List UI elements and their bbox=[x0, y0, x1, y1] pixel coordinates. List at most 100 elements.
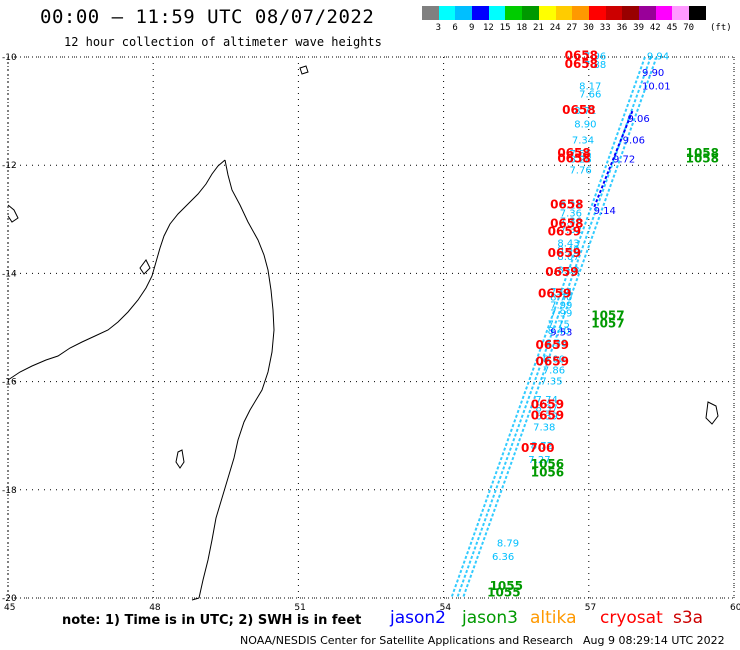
legend-swatch bbox=[605, 6, 623, 20]
swh-label: 7.75 bbox=[548, 320, 570, 331]
time-label: 0700 bbox=[521, 441, 554, 455]
legend-swatch bbox=[672, 6, 689, 20]
swh-label: 7.94 bbox=[550, 287, 572, 298]
legend-swatch bbox=[655, 6, 673, 20]
legend-swatch bbox=[689, 6, 706, 20]
time-label: 0659 bbox=[548, 246, 581, 260]
legend-label: 33 bbox=[599, 23, 611, 33]
legend-swatch bbox=[522, 6, 539, 20]
footer-note: note: 1) Time is in UTC; 2) SWH is in fe… bbox=[62, 613, 362, 628]
swh-label: 9.06 bbox=[628, 114, 650, 125]
lat-label: -18 bbox=[2, 486, 17, 496]
swh-label: 8.43 bbox=[557, 238, 579, 249]
swh-label: 7.99 bbox=[550, 309, 572, 320]
island-outline bbox=[175, 449, 185, 469]
time-label: 0658 bbox=[557, 146, 590, 160]
swh-label: 8.28 bbox=[569, 154, 591, 165]
satellite-cryosat: cryosat bbox=[600, 608, 663, 628]
coastline-west bbox=[7, 204, 19, 223]
swh-label: 8.37 bbox=[536, 403, 558, 414]
swh-label: 8.21 bbox=[560, 200, 582, 211]
time-label: 1055 bbox=[487, 585, 520, 599]
legend-swatch bbox=[588, 6, 606, 20]
legend-label: 39 bbox=[633, 23, 645, 33]
time-labels: 0658065806580658065806580658065906590659… bbox=[487, 49, 719, 600]
swh-label: 9.06 bbox=[623, 136, 645, 147]
swh-label: 7.96 bbox=[584, 52, 606, 63]
track-line-high bbox=[592, 110, 634, 209]
swh-label: 7.66 bbox=[579, 90, 601, 101]
legend-label: 36 bbox=[616, 23, 628, 33]
swh-label: 8.17 bbox=[579, 81, 601, 92]
island-outline bbox=[299, 65, 309, 75]
swh-label: 7.36 bbox=[560, 209, 582, 220]
track-line bbox=[456, 56, 652, 599]
time-label: 1057 bbox=[591, 308, 624, 322]
lon-label: 48 bbox=[149, 603, 161, 613]
swh-label: 7.55 bbox=[569, 149, 591, 160]
time-label: 1058 bbox=[686, 146, 719, 160]
legend-swatches bbox=[422, 6, 706, 20]
legend-swatch bbox=[505, 6, 523, 20]
swh-label: 8.03 bbox=[557, 265, 579, 276]
footer-timestamp: Aug 9 08:29:14 UTC 2022 bbox=[583, 634, 725, 647]
lon-label: 60 bbox=[730, 603, 740, 613]
swh-label: 7.99 bbox=[550, 301, 572, 312]
lat-label: -20 bbox=[2, 594, 17, 604]
swh-label: 8.40 bbox=[557, 245, 579, 256]
satellite-s3a: s3a bbox=[673, 608, 704, 628]
track-line bbox=[450, 56, 646, 599]
time-label: 0658 bbox=[562, 103, 595, 117]
swh-label: 7.35 bbox=[540, 376, 562, 387]
swh-label: 6.36 bbox=[492, 552, 514, 563]
swh-label: 7.27 bbox=[528, 455, 550, 466]
legend-label: 24 bbox=[549, 23, 561, 33]
swh-labels: 7.967.88 8.177.66 8.71 8.90 7.34 7.558.287.76… bbox=[492, 52, 671, 563]
legend-swatch bbox=[455, 6, 473, 20]
swh-label: 7.38 bbox=[533, 422, 555, 433]
swh-label: 8.40 bbox=[548, 326, 570, 337]
swh-label: 6.39 bbox=[536, 411, 558, 422]
swh-label: 8.71 bbox=[574, 106, 596, 117]
legend-labels: 3 6 9 12 15 18 21 24 27 30 33 36 39 42 45 70 bbox=[430, 23, 706, 33]
satellite-track bbox=[450, 56, 658, 599]
swh-label: 9.72 bbox=[613, 154, 635, 165]
color-legend: 3 6 9 12 15 18 21 24 27 30 33 36 39 42 45 70 bbox=[422, 6, 706, 33]
legend-label: 70 bbox=[683, 23, 695, 33]
satellite-jason3: jason3 bbox=[462, 608, 518, 628]
legend-swatch bbox=[638, 6, 656, 20]
legend-label: 9 bbox=[469, 23, 475, 33]
swh-label: 8.00 bbox=[543, 355, 565, 366]
track-line bbox=[462, 56, 658, 599]
time-label: 1056 bbox=[531, 457, 564, 471]
time-label: 1057 bbox=[591, 317, 624, 331]
legend-swatch bbox=[538, 6, 556, 20]
legend-label: 42 bbox=[649, 23, 661, 33]
island-outline bbox=[705, 401, 719, 425]
time-label: 0658 bbox=[557, 151, 590, 165]
swh-label: 8.72 bbox=[531, 441, 553, 452]
swh-label: 8.79 bbox=[497, 539, 519, 550]
swh-label: 8.90 bbox=[574, 119, 596, 130]
satellite-altika: altika bbox=[530, 608, 577, 628]
swh-label: 7.86 bbox=[543, 365, 565, 376]
swh-label: 10.01 bbox=[642, 81, 671, 92]
chart-title: 00:00 – 11:59 UTC 08/07/2022 bbox=[40, 6, 375, 28]
swh-label: 8.70 bbox=[550, 292, 572, 303]
coastline-detail bbox=[139, 259, 151, 275]
time-label: 0658 bbox=[565, 57, 598, 71]
time-label: 0659 bbox=[538, 287, 571, 301]
footer-credit: NOAA/NESDIS Center for Satellite Applica… bbox=[240, 634, 574, 647]
satellite-jason2: jason2 bbox=[390, 608, 446, 628]
swh-label: 7.34 bbox=[572, 136, 594, 147]
legend-label: 3 bbox=[435, 23, 442, 33]
time-label: 0659 bbox=[531, 398, 564, 412]
legend-swatch bbox=[572, 6, 589, 20]
swh-label: 7.74 bbox=[536, 395, 558, 406]
legend-swatch bbox=[555, 6, 573, 20]
lon-label: 54 bbox=[440, 603, 452, 613]
swh-label: 8.07 bbox=[557, 252, 579, 263]
legend-swatch bbox=[622, 6, 639, 20]
